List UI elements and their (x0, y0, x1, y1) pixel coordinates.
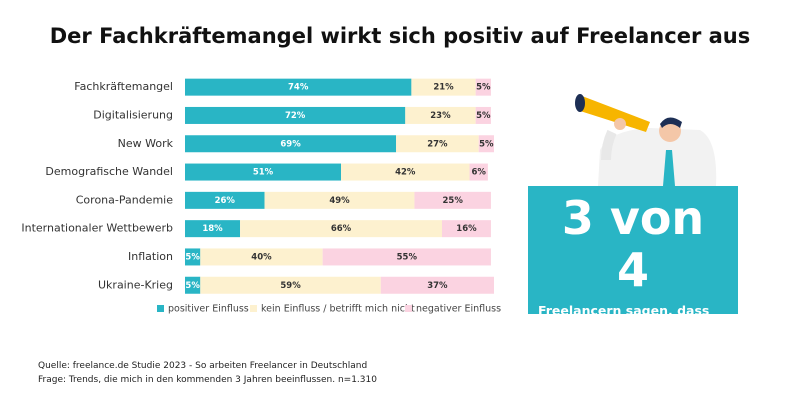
bar-segment (469, 163, 488, 181)
value-label: 6% (471, 168, 486, 178)
telescope (577, 96, 650, 132)
value-label: 72% (285, 111, 306, 121)
chart-title: Der Fachkräftemangel wirkt sich positiv … (50, 24, 751, 48)
bar-segment (185, 163, 342, 181)
value-label: 49% (329, 196, 350, 206)
value-label: 55% (397, 252, 418, 262)
value-label: 5% (479, 139, 494, 149)
value-label: 27% (427, 139, 448, 149)
value-label: 59% (280, 281, 301, 291)
value-label: 5% (185, 252, 200, 262)
bar-segment (264, 191, 415, 209)
bar-segment (185, 276, 201, 294)
bar-segment (185, 135, 397, 153)
value-label: 40% (251, 252, 272, 262)
legend-swatch (405, 305, 412, 312)
legend-swatch (250, 305, 257, 312)
value-label: 69% (280, 139, 301, 149)
hair (660, 117, 682, 128)
bar-segment (411, 78, 476, 96)
arm (601, 129, 617, 161)
bar-segment (185, 191, 265, 209)
value-label: 42% (395, 168, 416, 178)
value-label: 5% (476, 83, 491, 93)
telescope-lens (575, 94, 585, 112)
bar-segment (240, 220, 442, 238)
value-label: 5% (476, 111, 491, 121)
value-label: 51% (253, 168, 274, 178)
value-label: 5% (185, 281, 200, 291)
bar-segment (185, 248, 201, 266)
y-tick-label: New Work (118, 137, 174, 150)
illustration (575, 94, 717, 186)
bar-segment (200, 248, 323, 266)
y-tick-label: Inflation (128, 250, 173, 263)
y-tick-label: Corona-Pandemie (76, 193, 173, 206)
bar-segment (396, 135, 479, 153)
bar-segment (478, 135, 494, 153)
legend-label: negativer Einfluss (416, 304, 501, 315)
value-label: 66% (331, 224, 352, 234)
source: Quelle: freelance.de Studie 2023 - So ar… (38, 361, 368, 371)
bar-segment (200, 276, 381, 294)
legend-swatch (157, 305, 164, 312)
callout-text: Freelancern sagen, dass der Fachkräftema… (538, 303, 726, 360)
bar-segment (441, 220, 491, 238)
value-label: 25% (443, 196, 464, 206)
callout-headline: 3 von 4 (561, 191, 705, 297)
bar-segment (475, 78, 491, 96)
y-tick-label: Digitalisierung (93, 108, 173, 121)
value-label: 74% (288, 83, 309, 93)
value-label: 23% (430, 111, 451, 121)
y-tick-label: Demografische Wandel (45, 165, 173, 178)
bar-segment (185, 220, 241, 238)
bar-segment (475, 106, 491, 124)
y-tick-label: Ukraine-Krieg (98, 278, 173, 291)
value-label: 26% (215, 196, 236, 206)
value-label: 21% (433, 83, 454, 93)
body (598, 128, 717, 186)
bar-segment (405, 106, 476, 124)
bar-segment (185, 78, 412, 96)
value-label: 18% (202, 224, 223, 234)
value-label: 16% (456, 224, 477, 234)
value-label: 37% (427, 281, 448, 291)
bar-segment (380, 276, 494, 294)
hand (614, 118, 626, 130)
callout: 3 von 4 Freelancern sagen, dass der Fach… (528, 186, 738, 360)
bar-segment (341, 163, 470, 181)
bar-segment (414, 191, 491, 209)
question: Frage: Trends, die mich in den kommenden… (38, 375, 377, 385)
legend-label: kein Einfluss / betrifft mich nicht (261, 304, 415, 315)
bar-segment (185, 106, 406, 124)
tie (663, 150, 675, 186)
legend-label: positiver Einfluss (168, 304, 249, 315)
footer: Quelle: freelance.de Studie 2023 - So ar… (38, 359, 377, 387)
bar-segment (322, 248, 491, 266)
y-tick-label: Fachkräftemangel (74, 80, 173, 93)
y-tick-label: Internationaler Wettbewerb (21, 222, 173, 235)
